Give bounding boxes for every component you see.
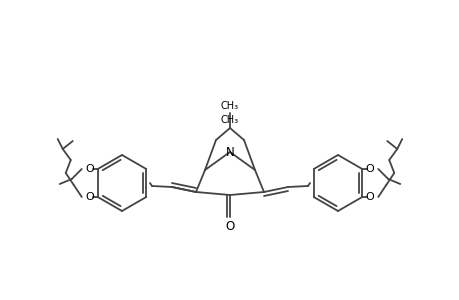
Text: O: O [85, 164, 94, 174]
Text: O: O [365, 164, 374, 174]
Text: O: O [85, 192, 94, 202]
Text: CH₃: CH₃ [220, 101, 239, 111]
Text: CH₃: CH₃ [220, 115, 239, 125]
Text: N: N [225, 146, 234, 158]
Text: O: O [365, 192, 374, 202]
Text: O: O [225, 220, 234, 232]
